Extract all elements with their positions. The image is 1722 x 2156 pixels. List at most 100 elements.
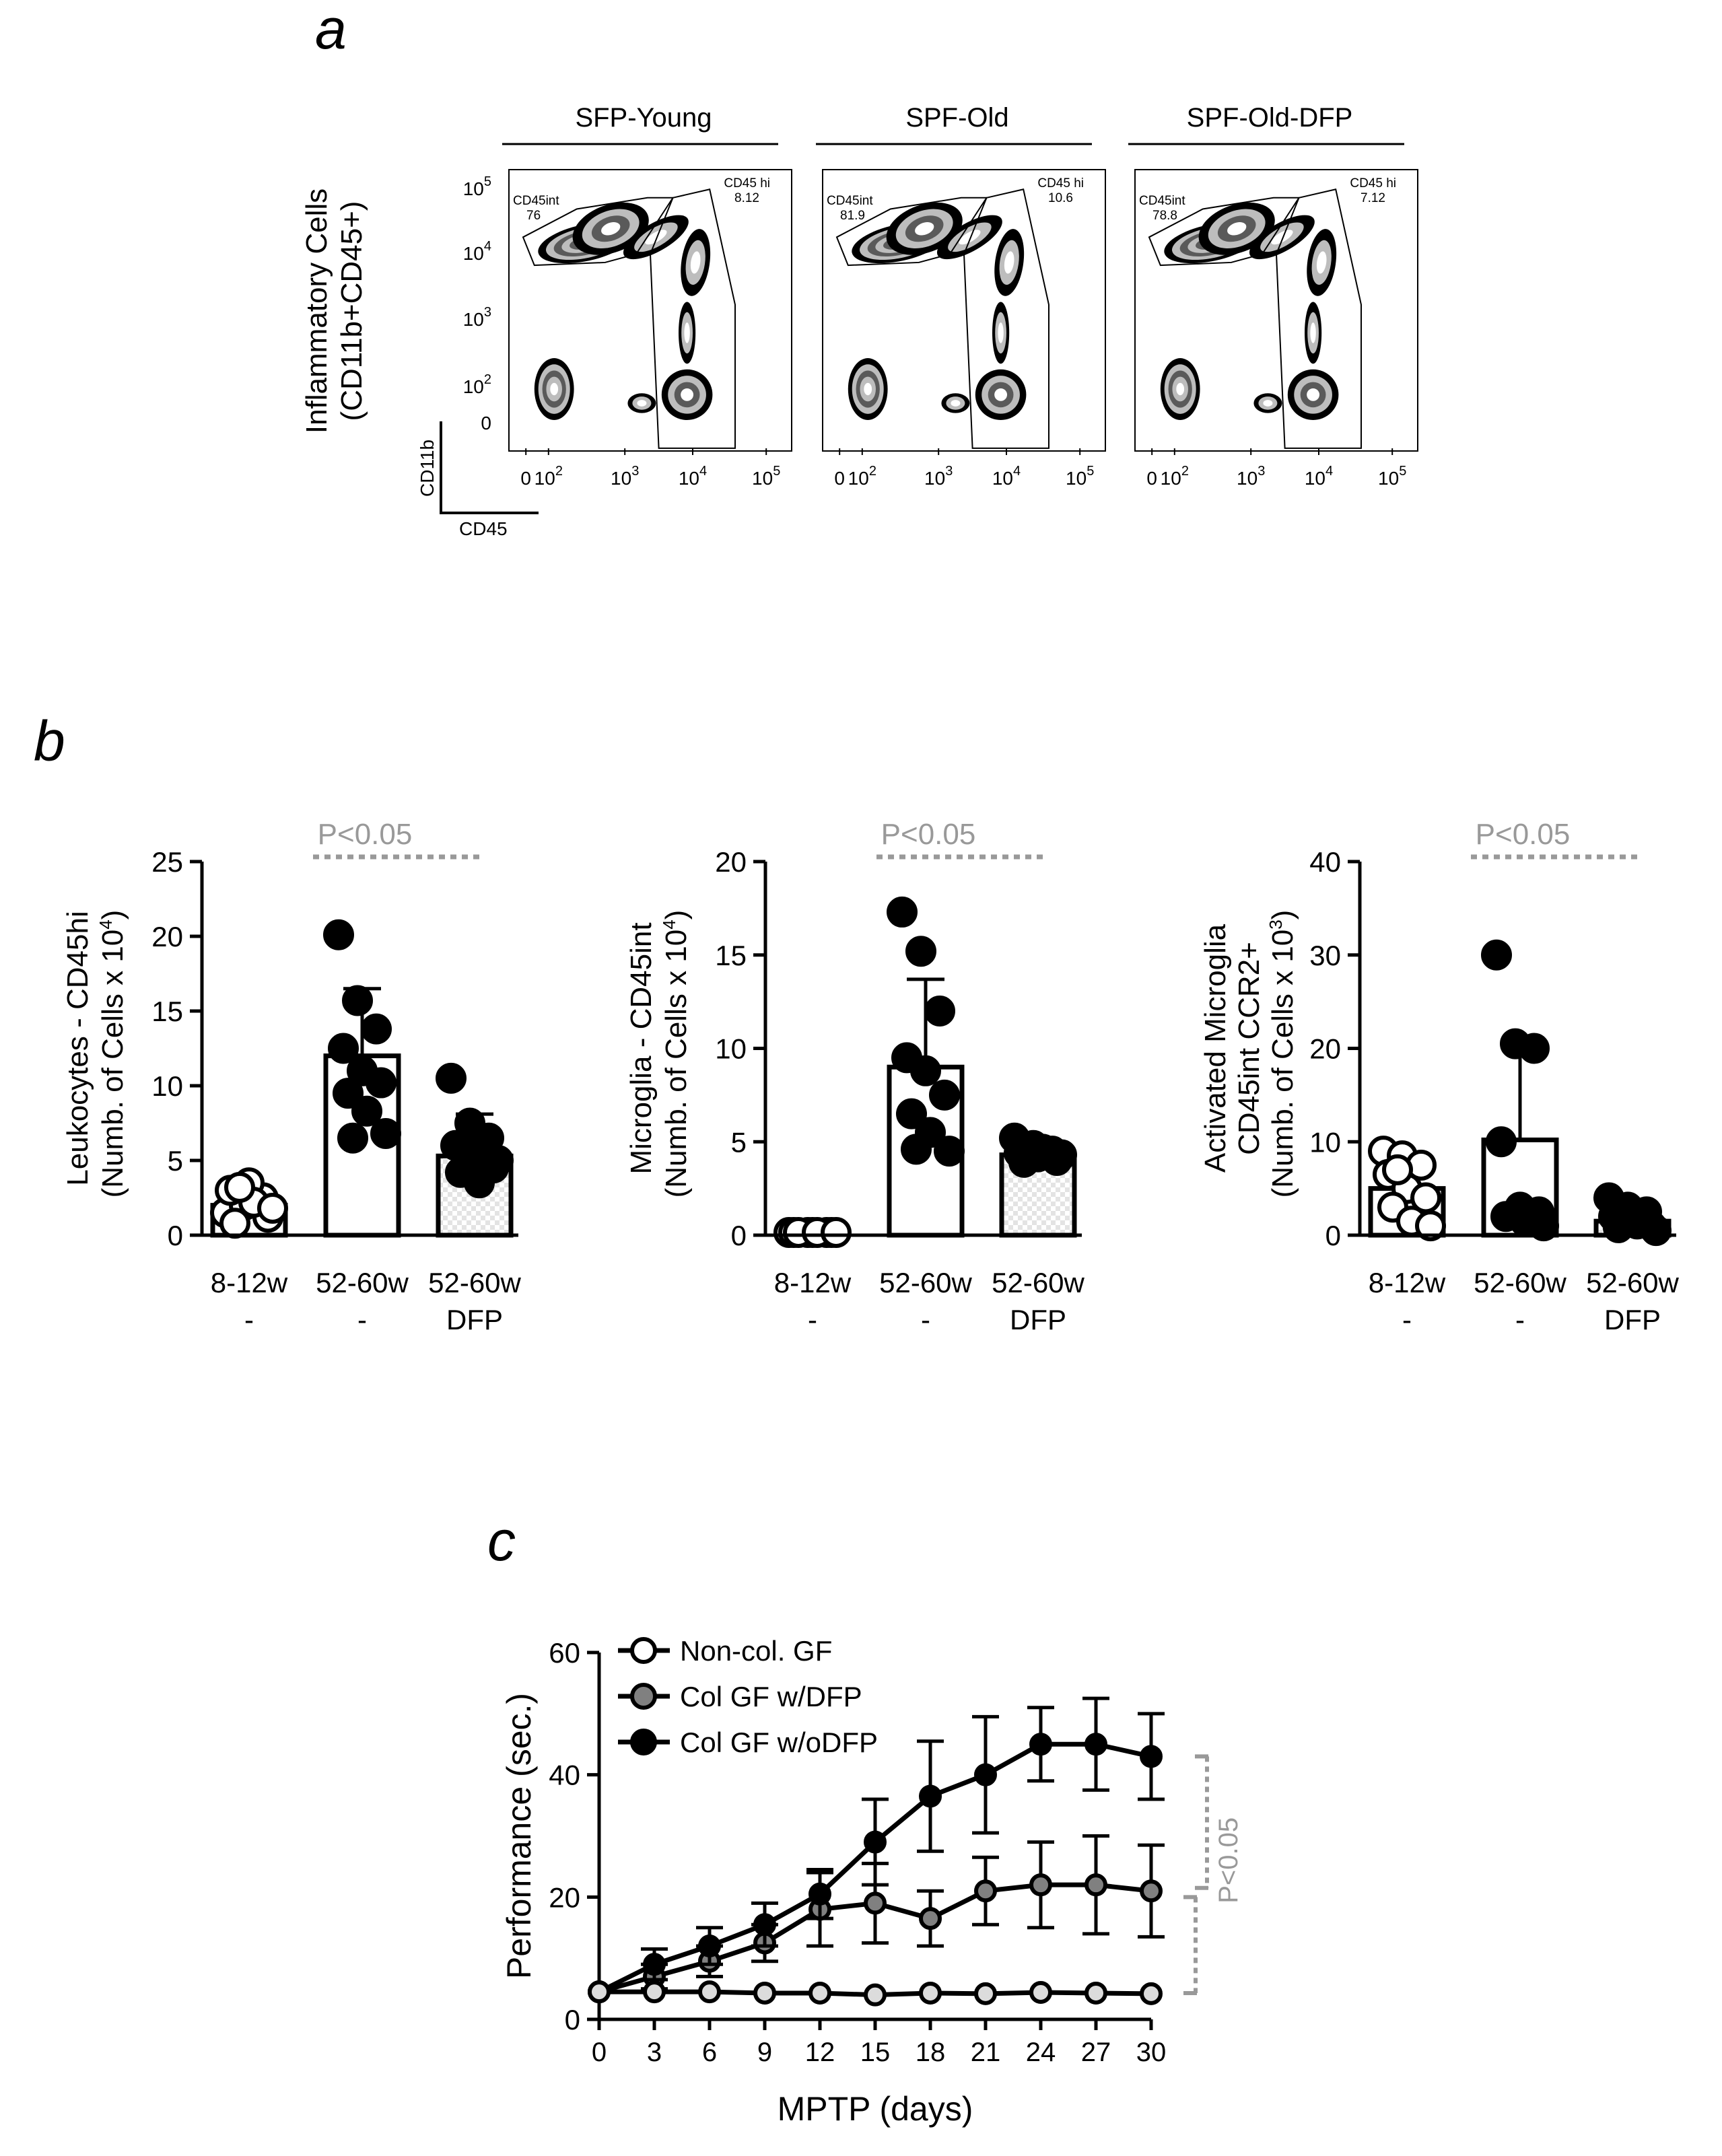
data-point <box>588 1980 611 2004</box>
exponent: 5 <box>773 464 780 479</box>
data-point <box>643 1980 666 2004</box>
data-point <box>342 985 373 1016</box>
y-label-line1: Activated Microglia <box>1199 924 1232 1173</box>
panel-a-flow-plots: Inflammatory Cells (CD11b+CD45+) CD11b CD45… <box>300 103 1418 539</box>
y-tick-label: 10 <box>1309 1126 1341 1158</box>
data-point <box>905 936 936 967</box>
density-contour <box>1227 222 1247 236</box>
exponent: 3 <box>945 464 953 479</box>
density-contour <box>1004 251 1014 274</box>
exponent: 3 <box>1266 919 1286 929</box>
treatment-label: - <box>1402 1304 1412 1335</box>
exponent: 4 <box>1325 464 1333 479</box>
data-point <box>1415 1210 1446 1242</box>
gate-int-value: 81.9 <box>840 209 865 223</box>
x-tick-label: 104 <box>992 464 1021 489</box>
density-contour <box>915 222 934 236</box>
data-point <box>924 996 955 1027</box>
data-point <box>328 1033 359 1064</box>
data-point <box>864 1830 887 1854</box>
exponent: 2 <box>1181 464 1189 479</box>
exponent: 2 <box>869 464 876 479</box>
x-tick-label: 102 <box>848 464 876 489</box>
legend-label: Col GF w/oDFP <box>680 1727 878 1758</box>
gate-cd45hi <box>649 188 736 449</box>
legend-marker <box>630 1729 657 1755</box>
y-param-label: CD11b <box>417 440 438 497</box>
x-tick-label: 103 <box>1237 464 1265 489</box>
treatment-label: - <box>808 1304 817 1335</box>
paren-close: ) <box>1266 910 1299 920</box>
y-tick-label: 0 <box>481 413 491 433</box>
significance-label: P<0.05 <box>1214 1817 1243 1904</box>
y-tick-label: 30 <box>1309 940 1341 971</box>
density-contour <box>998 322 1004 343</box>
gate-int-value: 76 <box>526 209 541 223</box>
exponent: 4 <box>484 239 491 254</box>
x-tick-label: 0 <box>1146 468 1157 489</box>
data-point <box>1029 1873 1052 1897</box>
gate-cd45int <box>835 197 988 267</box>
significance-label: P<0.05 <box>1476 818 1571 851</box>
density-contour <box>1263 400 1273 407</box>
y-tick-label: 105 <box>463 174 491 199</box>
data-point <box>1046 1139 1077 1171</box>
x-tick-label: 3 <box>647 2038 662 2067</box>
treatment-label: - <box>1515 1304 1525 1335</box>
gate-cd45hi <box>963 188 1049 449</box>
y-tick-label: 5 <box>168 1145 183 1177</box>
data-point <box>934 1136 965 1167</box>
y-tick-label: 15 <box>715 940 747 971</box>
density-contour <box>1307 388 1320 401</box>
treatment-label: - <box>244 1304 254 1335</box>
panel-c-line-chart: 0 20 40 60 0 3 6 9 12 15 18 21 24 27 30 MPTP (days) Perf… <box>500 1635 1243 2128</box>
y-tick-label: 0 <box>731 1220 747 1251</box>
exponent: 5 <box>1399 464 1406 479</box>
data-point <box>808 1981 831 2005</box>
paren-close: ) <box>660 910 693 920</box>
data-point <box>351 1095 382 1127</box>
treatment-label: DFP <box>446 1304 503 1335</box>
y-tick-label: 20 <box>715 846 747 878</box>
data-point <box>753 1981 776 2005</box>
significance-bracket: P<0.05 <box>1183 1754 1243 1995</box>
y-tick-label: 20 <box>151 921 183 952</box>
x-axis-label: MPTP (days) <box>778 2090 973 2128</box>
data-point <box>1013 1143 1044 1175</box>
x-tick-label: 102 <box>1161 464 1189 489</box>
gate-hi-label: CD45 hi <box>1350 176 1396 190</box>
exponent: 5 <box>484 174 491 189</box>
series-3 <box>588 1696 1165 2004</box>
category-label: 52-60w <box>428 1267 521 1298</box>
flow-ylabel-line2: (CD11b+CD45+) <box>335 201 368 421</box>
x-tick-label: 30 <box>1136 2038 1167 2067</box>
data-point <box>1084 1733 1107 1756</box>
data-point <box>910 1055 941 1086</box>
data-point <box>1029 1733 1052 1756</box>
x-tick-label: 12 <box>805 2038 835 2067</box>
data-point <box>919 1784 942 1808</box>
data-point <box>1029 1981 1052 2005</box>
y-label-line2: (Numb. of Cells x 104) <box>659 910 693 1198</box>
y-axis-label: Performance (sec.) <box>500 1693 538 1979</box>
paren-close: ) <box>96 910 129 920</box>
density-contour <box>637 400 647 407</box>
y-tick-label: 10 <box>715 1033 747 1065</box>
gate-hi-value: 10.6 <box>1048 191 1073 205</box>
y-tick-label: 20 <box>549 1881 580 1913</box>
y-label-line2: CD45int CCR2+ <box>1233 942 1266 1155</box>
y-tick-label: 103 <box>463 305 491 330</box>
x-tick-label: 15 <box>860 2038 891 2067</box>
density-contour <box>1316 251 1327 274</box>
density-contour <box>681 388 694 401</box>
gate-int-label: CD45int <box>827 194 873 208</box>
y-tick-label: 20 <box>1309 1033 1341 1065</box>
data-point <box>753 1913 776 1937</box>
data-point <box>464 1167 495 1199</box>
x-tick-label: 27 <box>1081 2038 1111 2067</box>
